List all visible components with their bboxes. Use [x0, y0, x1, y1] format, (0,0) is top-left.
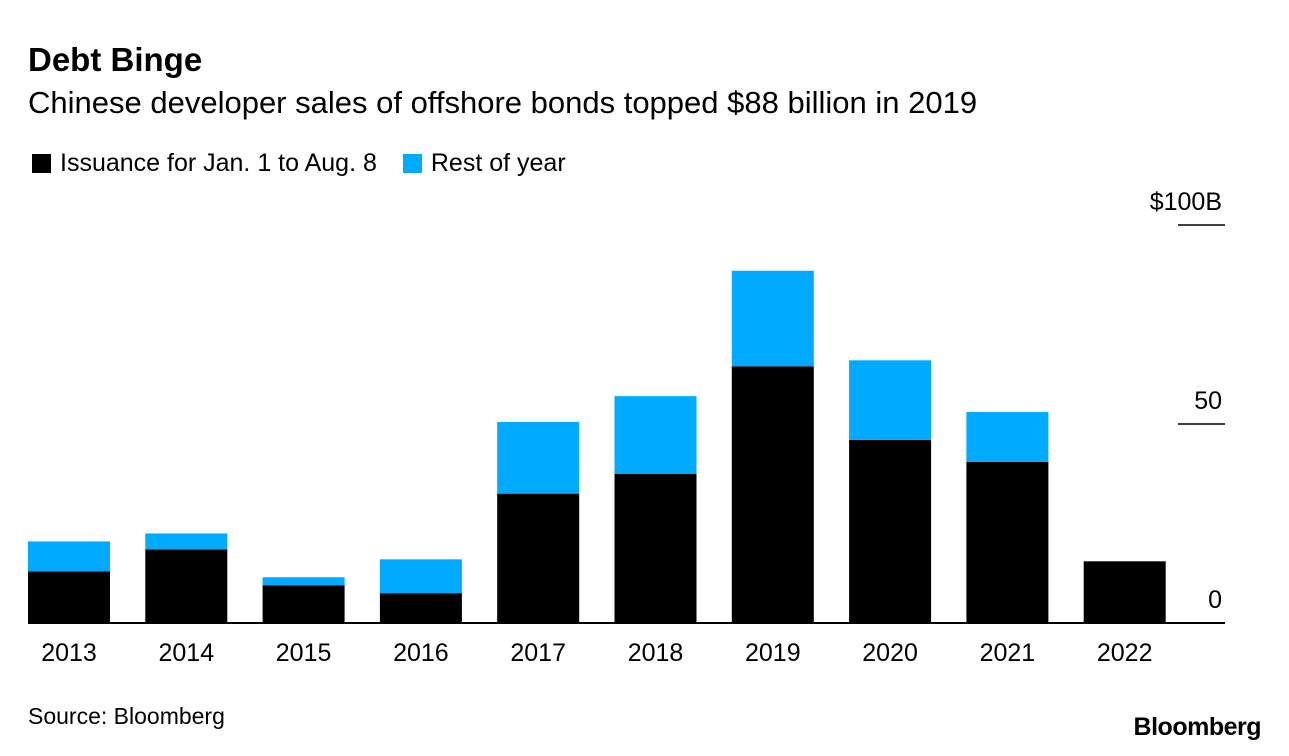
bar-2015-rest — [262, 577, 345, 586]
bar-2016-ytd — [379, 593, 462, 623]
legend-swatch-rest — [402, 153, 422, 173]
bar-2013-rest — [28, 541, 110, 572]
chart-subtitle: Chinese developer sales of offshore bond… — [28, 85, 978, 120]
x-tick-label-2017: 2017 — [510, 639, 566, 667]
bar-2019-ytd — [731, 366, 814, 623]
x-tick-label-2018: 2018 — [628, 639, 684, 667]
x-tick-label-2014: 2014 — [158, 639, 214, 667]
bar-2022-ytd — [1083, 561, 1166, 623]
legend-item-rest: Rest of year — [402, 146, 566, 180]
x-tick-label-2020: 2020 — [862, 639, 918, 667]
bar-2021-ytd — [966, 461, 1049, 623]
legend-label-rest: Rest of year — [430, 149, 566, 177]
bar-2016-rest — [379, 559, 462, 594]
x-tick-label-2016: 2016 — [393, 639, 449, 667]
bar-2021-rest — [966, 412, 1049, 462]
legend-swatch-ytd — [32, 153, 51, 173]
bar-2014-rest — [145, 533, 228, 550]
legend: Issuance for Jan. 1 to Aug. 8 Rest of ye… — [32, 146, 592, 180]
x-tick-label-2021: 2021 — [980, 639, 1036, 667]
bar-2014-ytd — [145, 549, 228, 623]
chart-title: Debt Binge — [28, 41, 203, 78]
y-tick-label-50: 50 — [1194, 387, 1222, 415]
source-note: Source: Bloomberg — [28, 703, 225, 729]
x-tick-label-2015: 2015 — [276, 639, 332, 667]
bar-2018-rest — [614, 396, 697, 474]
bar-2020-rest — [849, 360, 932, 440]
legend-item-ytd: Issuance for Jan. 1 to Aug. 8 — [32, 146, 377, 180]
x-tick-label-2019: 2019 — [745, 639, 801, 667]
bloomberg-logo: Bloomberg — [1133, 713, 1262, 741]
bar-2018-ytd — [614, 473, 697, 623]
y-tick-label-0: 0 — [1208, 586, 1222, 614]
bar-2013-ytd — [28, 571, 110, 623]
y-tick-label-100: $100B — [1150, 188, 1222, 216]
x-tick-label-2013: 2013 — [41, 639, 97, 667]
bar-2015-ytd — [262, 585, 345, 623]
bar-2017-ytd — [497, 493, 580, 623]
bar-2017-rest — [497, 422, 580, 494]
bar-2019-rest — [731, 270, 814, 367]
legend-label-ytd: Issuance for Jan. 1 to Aug. 8 — [60, 149, 377, 177]
x-tick-label-2022: 2022 — [1097, 639, 1153, 667]
bar-2020-ytd — [849, 439, 932, 623]
